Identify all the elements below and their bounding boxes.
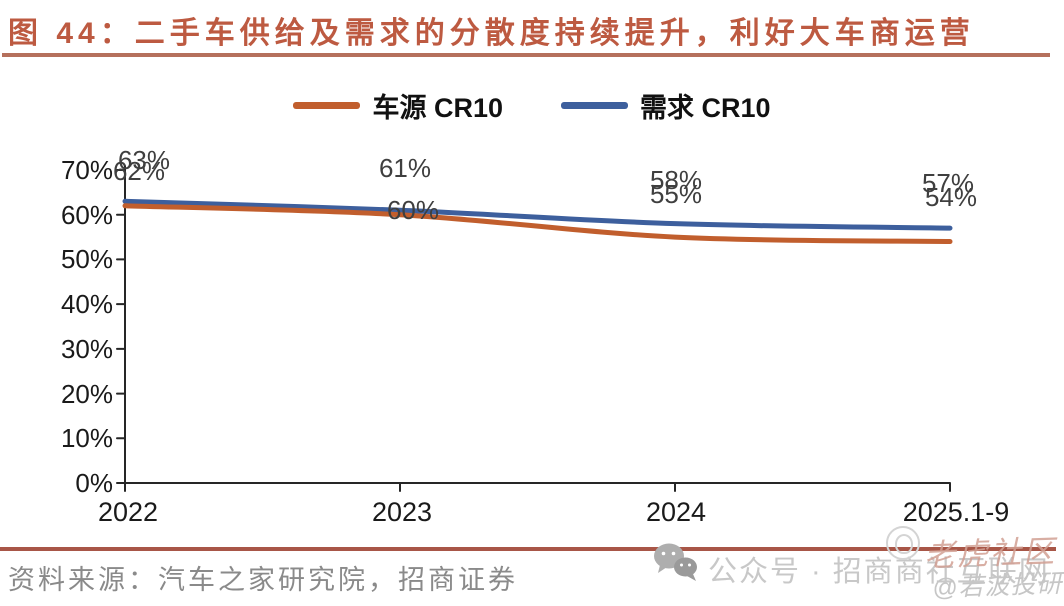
y-tick-30: 30% [60, 333, 113, 364]
x-tick-2024: 2024 [645, 497, 707, 527]
demand-line-swatch [561, 102, 628, 109]
watermark-handle: @若波投研 [931, 569, 1063, 603]
chart-legend: 车源 CR10 需求 CR10 [0, 86, 1064, 125]
y-tick-60: 60% [60, 199, 113, 230]
y-tick-20: 20% [60, 378, 113, 409]
demand-label-2024: 58% [649, 165, 703, 195]
supply-label-2023: 60% [386, 195, 440, 225]
wechat-icon [654, 543, 697, 581]
y-tick-70: 70% [60, 155, 113, 185]
supply-line-swatch [293, 102, 361, 109]
y-tick-10: 10% [60, 423, 113, 454]
title-underline [2, 53, 1050, 57]
x-tick-2023: 2023 [371, 497, 433, 527]
y-tick-40: 40% [60, 289, 113, 320]
figure-title: 图 44：二手车供给及需求的分散度持续提升，利好大车商运营 [8, 17, 975, 50]
tiger-community-icon [886, 526, 920, 560]
legend-label-supply: 车源 CR10 [372, 93, 503, 123]
footer-divider [0, 547, 1056, 551]
wechat-account-text: 公众号 · 招商商社互联网 [708, 556, 1050, 588]
source-note: 资料来源：汽车之家研究院，招商证券 [8, 565, 518, 595]
legend-item-supply: 车源 CR10 [293, 86, 503, 125]
x-tick-2025: 2025.1-9 [902, 497, 1010, 527]
demand-label-2022: 63% [117, 145, 171, 175]
x-tick-2022: 2022 [97, 497, 159, 527]
demand-label-2025: 57% [921, 168, 975, 198]
legend-label-demand: 需求 CR10 [640, 93, 771, 123]
supply-label-2022: 62% [112, 156, 166, 186]
supply-label-2025: 54% [924, 182, 978, 212]
legend-item-demand: 需求 CR10 [561, 86, 771, 125]
y-tick-50: 50% [60, 244, 113, 275]
supply-label-2024: 55% [649, 179, 703, 209]
tiger-face-glyph [895, 534, 913, 554]
y-tick-0: 0% [75, 468, 113, 498]
demand-label-2023: 61% [378, 153, 432, 183]
